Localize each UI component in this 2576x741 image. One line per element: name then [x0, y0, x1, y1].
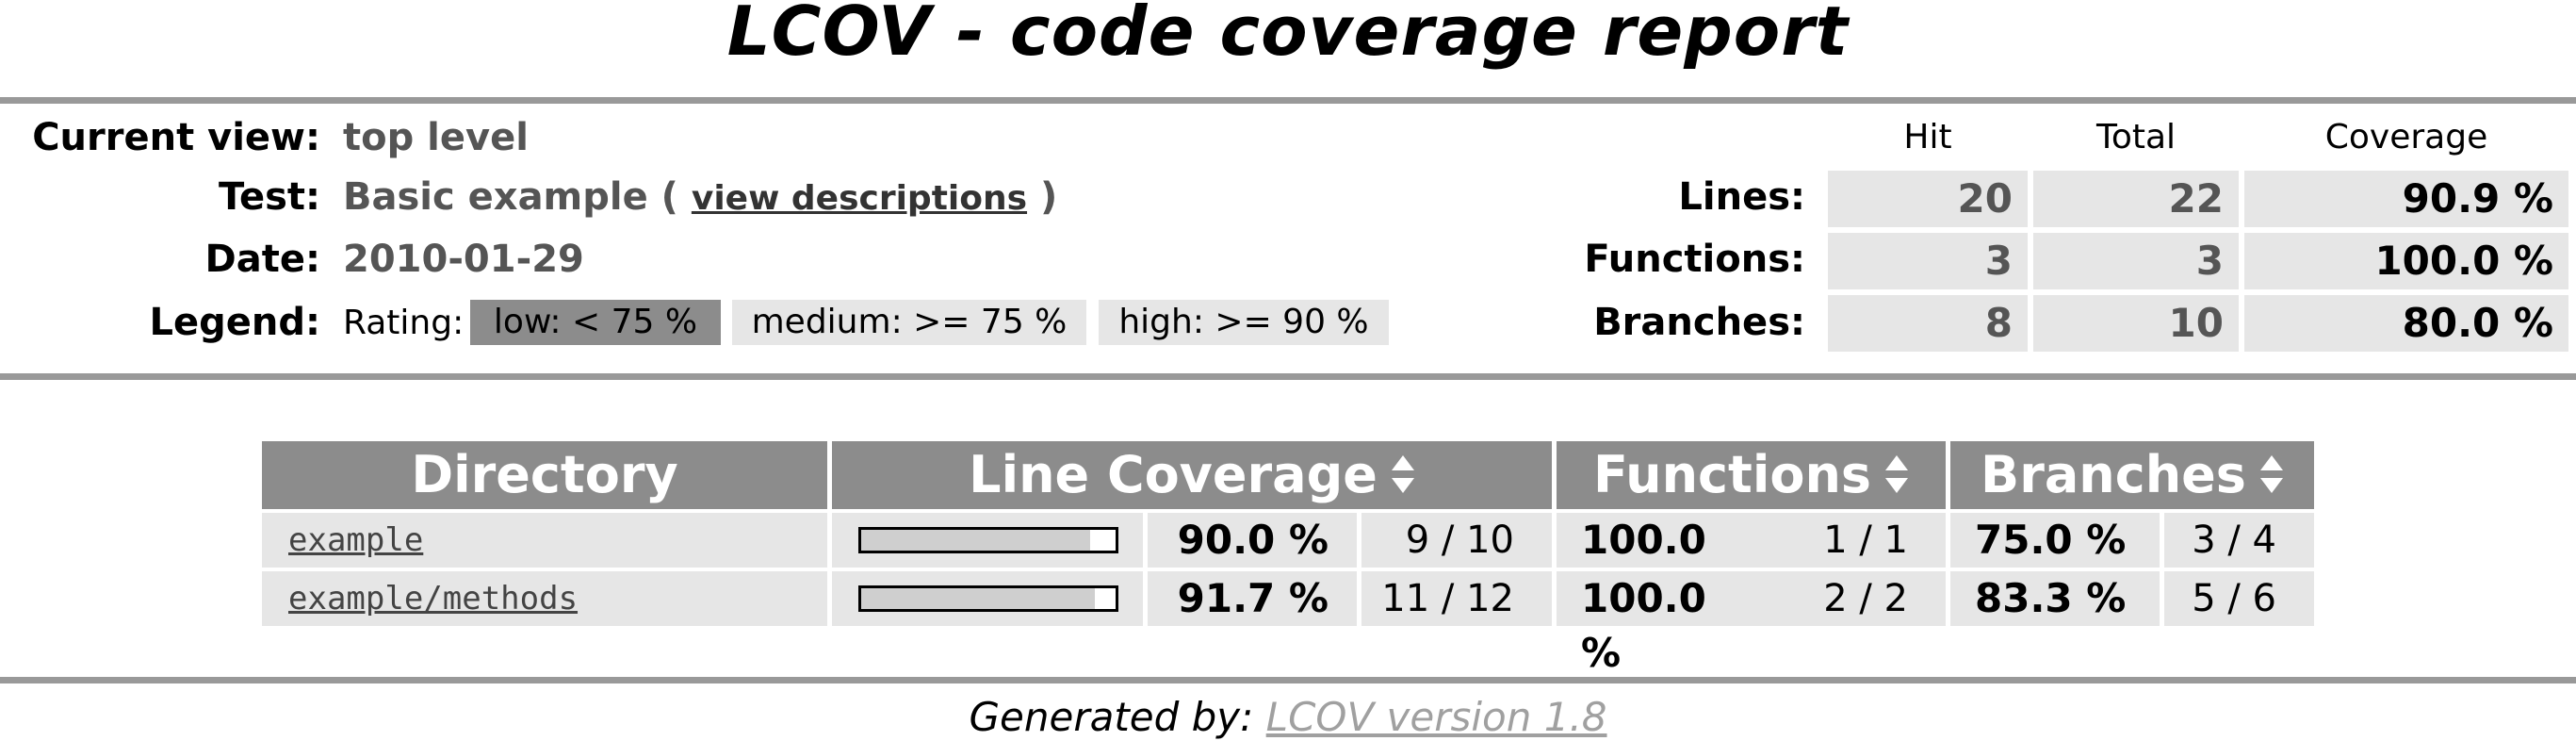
summary-functions-coverage: 100.0 % [2244, 233, 2568, 289]
summary-branches-coverage: 80.0 % [2244, 295, 2568, 352]
line-coverage-bar-cell [832, 571, 1143, 626]
footer-divider [0, 677, 2576, 683]
summary-branches-hit: 8 [1828, 295, 2028, 352]
date-label: Date: [204, 238, 320, 281]
legend-high-badge: high: >= 90 % [1099, 300, 1389, 345]
header-directory-label: Directory [411, 445, 678, 504]
dir-link-example-methods[interactable]: example/methods [262, 571, 827, 626]
summary-col-hit: Hit [1903, 118, 1952, 156]
header-functions[interactable]: Functions [1557, 441, 1946, 509]
summary-functions-label: Functions: [1584, 238, 1805, 281]
line-coverage-count: 9 / 10 [1361, 513, 1552, 568]
summary-col-total: Total [2095, 118, 2177, 156]
dir-link-example[interactable]: example [262, 513, 827, 568]
test-value: Basic example [343, 175, 648, 219]
info-divider [0, 373, 2576, 380]
legend-low-badge: low: < 75 % [470, 300, 721, 345]
test-paren-open: ( [660, 175, 678, 219]
functions-count: 1 / 1 [1783, 513, 1946, 568]
current-view-label: Current view: [32, 116, 320, 159]
sort-icon[interactable] [2259, 453, 2284, 495]
test-paren-close: ) [1039, 175, 1058, 219]
line-coverage-pct: 91.7 % [1148, 571, 1357, 626]
legend-medium-badge: medium: >= 75 % [732, 300, 1086, 345]
legend-label: Legend: [149, 301, 320, 344]
test-value-group: Basic example ( view descriptions ) [343, 173, 1057, 222]
functions-pct: 100.0 % [1557, 513, 1783, 618]
view-descriptions-link[interactable]: view descriptions [691, 179, 1028, 218]
summary-lines-total: 22 [2033, 171, 2239, 227]
summary-lines-label: Lines: [1678, 175, 1805, 219]
branches-count: 3 / 4 [2164, 513, 2314, 568]
coverage-bar [858, 527, 1118, 553]
summary-col-coverage: Coverage [2324, 118, 2488, 156]
line-coverage-bar-cell [832, 513, 1143, 568]
summary-branches-label: Branches: [1593, 301, 1805, 344]
header-branches[interactable]: Branches [1950, 441, 2314, 509]
current-view-value: top level [343, 116, 529, 159]
summary-functions-hit: 3 [1828, 233, 2028, 289]
coverage-bar-fill [861, 530, 1090, 551]
sort-icon[interactable] [1391, 453, 1415, 495]
functions-count: 2 / 2 [1783, 571, 1946, 626]
top-divider [0, 97, 2576, 104]
header-directory[interactable]: Directory [262, 441, 827, 509]
header-line-coverage-label: Line Coverage [969, 445, 1378, 504]
test-label: Test: [218, 175, 320, 219]
functions-pct: 100.0 % [1557, 571, 1783, 676]
header-functions-label: Functions [1592, 445, 1872, 504]
coverage-bar-fill [861, 588, 1095, 609]
branches-pct: 83.3 % [1950, 571, 2160, 626]
line-coverage-count: 11 / 12 [1361, 571, 1552, 626]
branches-count: 5 / 6 [2164, 571, 2314, 626]
rating-label: Rating: [343, 304, 465, 342]
footer: Generated by: LCOV version 1.8 [0, 694, 2576, 741]
summary-functions-total: 3 [2033, 233, 2239, 289]
summary-lines-coverage: 90.9 % [2244, 171, 2568, 227]
summary-branches-total: 10 [2033, 295, 2239, 352]
summary-lines-hit: 20 [1828, 171, 2028, 227]
header-line-coverage[interactable]: Line Coverage [832, 441, 1552, 509]
lcov-version-link[interactable]: LCOV version 1.8 [1265, 694, 1607, 740]
header-branches-label: Branches [1981, 445, 2246, 504]
line-coverage-pct: 90.0 % [1148, 513, 1357, 568]
footer-prefix: Generated by: [969, 694, 1254, 740]
page-title: LCOV - code coverage report [726, 0, 1850, 71]
date-value: 2010-01-29 [343, 238, 584, 281]
sort-icon[interactable] [1884, 453, 1909, 495]
branches-pct: 75.0 % [1950, 513, 2160, 568]
coverage-bar [858, 585, 1118, 612]
